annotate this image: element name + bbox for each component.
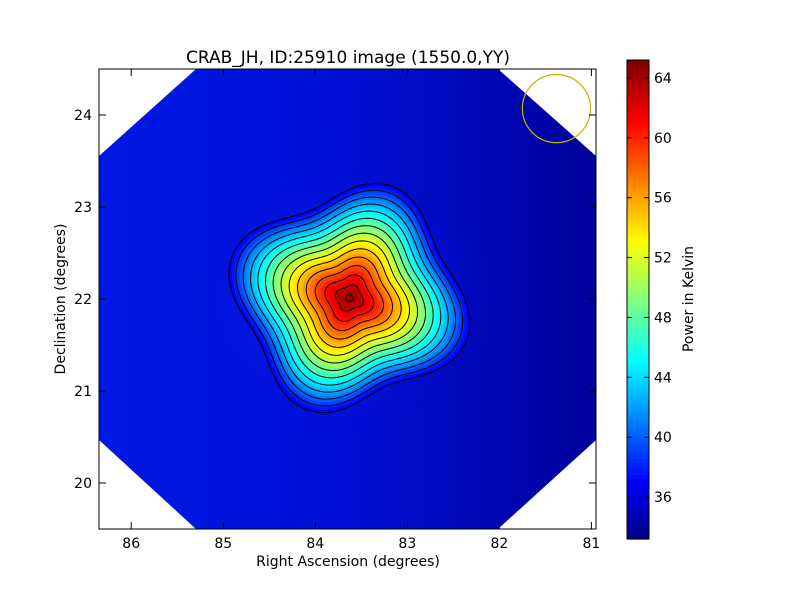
contour-line (272, 225, 427, 372)
y-tick-label: 22 (74, 292, 92, 308)
contour-line (257, 210, 442, 386)
colorbar-tick-label: 40 (654, 430, 672, 446)
colorbar-tick-label: 36 (654, 490, 672, 506)
x-axis-ticks: 86 85 84 83 82 81 (122, 69, 600, 552)
x-axis-label: Right Ascension (degrees) (256, 554, 440, 570)
colorbar-tick-label: 64 (654, 71, 672, 87)
plot-area (99, 69, 596, 529)
contour-line (228, 182, 471, 414)
contour-line (305, 256, 394, 340)
contour-line (334, 284, 364, 312)
contour-line (280, 232, 419, 364)
y-tick-label: 23 (74, 200, 92, 216)
colorbar: 36 40 44 48 52 56 60 64 Power in Kelvin (626, 59, 697, 540)
x-tick-label: 86 (122, 536, 140, 552)
y-tick-label: 21 (74, 384, 92, 400)
contour-line (297, 248, 402, 348)
x-tick-label: 84 (306, 536, 324, 552)
contour-line (249, 203, 449, 393)
contour-line (345, 294, 354, 303)
heat-band (342, 291, 356, 305)
x-tick-label: 83 (398, 536, 416, 552)
contour-line (235, 189, 464, 407)
colorbar-tick-label: 48 (654, 310, 672, 326)
y-tick-label: 24 (74, 108, 92, 124)
colorbar-tick-label: 60 (654, 131, 672, 147)
x-tick-label: 85 (214, 536, 232, 552)
chart-title: CRAB_JH, ID:25910 image (1550.0,YY) (186, 48, 510, 68)
contour-lines (228, 182, 471, 414)
beam-circle (521, 73, 592, 144)
contour-line (288, 240, 411, 356)
contour-line (314, 265, 384, 332)
y-axis-label: Declination (degrees) (53, 224, 69, 375)
contour-line (242, 196, 457, 400)
colorbar-label: Power in Kelvin (681, 246, 697, 352)
colorbar-tick-label: 52 (654, 251, 672, 267)
x-tick-label: 81 (582, 536, 600, 552)
colorbar-tick-label: 44 (654, 370, 672, 386)
contour-line (324, 274, 375, 322)
y-tick-label: 20 (74, 476, 92, 492)
colorbar-tick-label: 56 (654, 191, 672, 207)
contour-line (264, 217, 434, 379)
x-tick-label: 82 (490, 536, 508, 552)
y-axis-ticks: 20 21 22 23 24 (74, 108, 596, 492)
